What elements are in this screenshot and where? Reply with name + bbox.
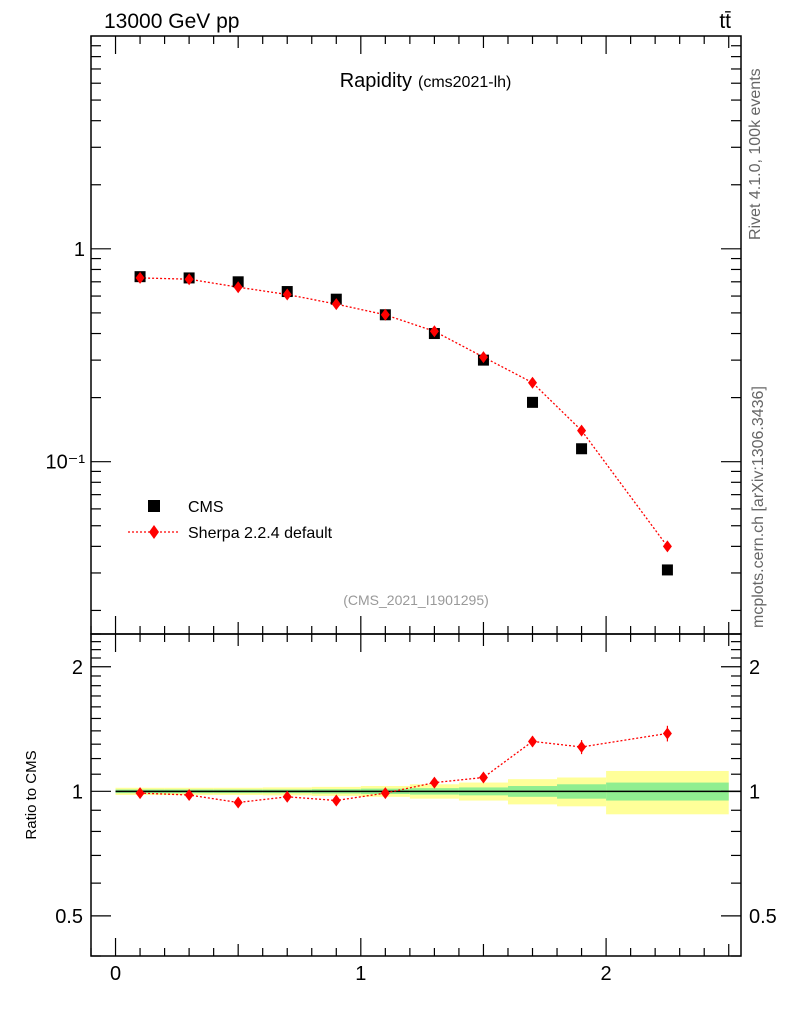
ratio-y-tick-label: 0.5 [55,906,83,928]
sherpa-point [577,424,587,437]
ratio-point [528,735,538,748]
legend-cms-marker [148,500,160,512]
ratio-point [577,740,587,753]
sherpa-point [528,376,538,389]
sherpa-point [184,273,194,286]
ratio-y-tick-label: 1 [72,781,83,803]
sherpa-point [331,298,341,311]
legend-sherpa-marker [149,525,159,539]
ratio-point [233,796,243,809]
ratio-point [429,776,439,789]
ratio-frame [90,633,742,957]
ratio-y-tick-label-right: 0.5 [749,906,777,928]
ratio-point [282,790,292,803]
sherpa-point [429,325,439,338]
process-label: tt̄ [719,10,731,33]
main-ticks [90,36,741,634]
rivet-label: Rivet 4.1.0, 100k events [747,68,764,240]
mcplots-label: mcplots.cern.ch [arXiv:1306.3436] [750,386,767,628]
energy-label: 13000 GeV pp [104,10,239,33]
ratio-point [380,787,390,800]
legend: CMS Sherpa 2.2.4 default [128,499,333,542]
ratio-point [135,787,145,800]
ratio-point [478,771,488,784]
x-tick-label: 1 [355,963,366,985]
ratio-y-tick-label: 2 [72,657,83,679]
cms-point [576,443,588,455]
sherpa-point [662,540,672,553]
main-frame [90,35,742,635]
sherpa-point [135,271,145,284]
sherpa-point [282,288,292,301]
ratio-panel: 2 2 1 1 0.5 0.5 0 1 2 Ratio to CMS [23,633,777,985]
y-tick-label: 1 [74,239,85,261]
cms-point [527,396,539,408]
cms-point [661,564,673,576]
ratio-point [662,727,672,740]
plot-title: Rapidity [340,70,412,92]
ratio-y-tick-label-right: 2 [749,657,760,679]
x-tick-label: 2 [601,963,612,985]
x-tick-label: 0 [110,963,121,985]
legend-cms-label: CMS [188,499,224,516]
ratio-point [331,794,341,807]
ratio-y-tick-label-right: 1 [749,781,760,803]
analysis-label: (CMS_2021_I1901295) [343,592,489,608]
ratio-ylabel: Ratio to CMS [23,750,40,839]
legend-sherpa-label: Sherpa 2.2.4 default [188,525,333,542]
sherpa-point [380,308,390,321]
ratio-bands [115,770,729,815]
ratio-point [184,788,194,801]
y-tick-label: 10⁻¹ [46,452,86,474]
sherpa-point [233,281,243,294]
main-panel: Rapidity (cms2021-lh) (CMS_2021_I1901295… [46,35,742,635]
sherpa-point [478,351,488,364]
plot-subtitle: (cms2021-lh) [418,74,511,91]
